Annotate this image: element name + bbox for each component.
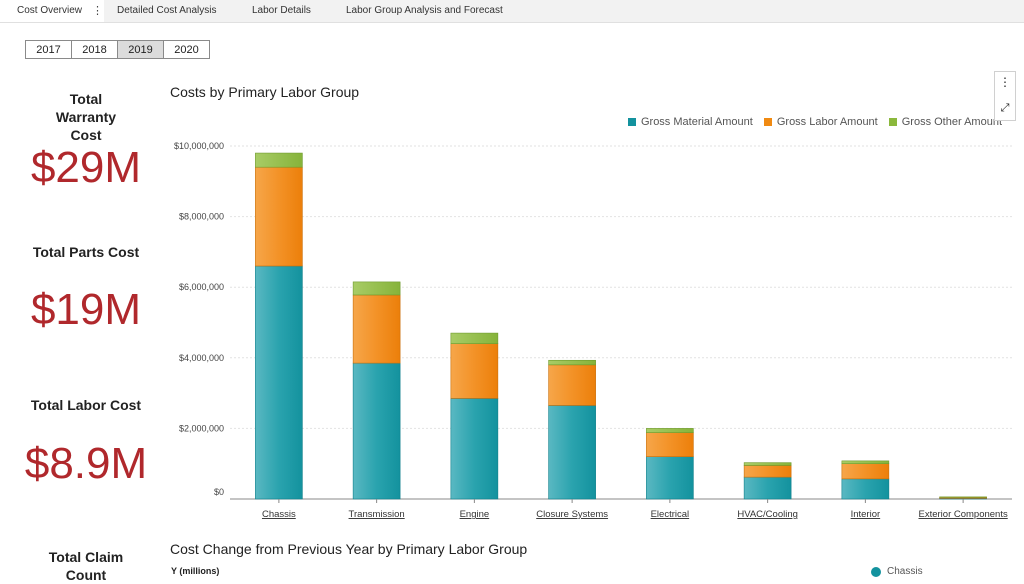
legend-swatch-other (888, 118, 897, 126)
chart-title: Costs by Primary Labor Group (170, 84, 360, 100)
chart-legend: Gross Material Amount Gross Labor Amount… (617, 116, 1002, 128)
x-tick-label[interactable]: Chassis (262, 509, 296, 520)
tab-labor-details[interactable]: Labor Details (252, 0, 311, 22)
kpi-value-warranty: $29M (30, 143, 142, 192)
bar-segment-material[interactable] (352, 362, 401, 500)
kpi-title-claim-count: Total Claim Count (48, 549, 124, 583)
chart2-title: Cost Change from Previous Year by Primar… (170, 541, 528, 557)
legend-swatch-labor (763, 118, 772, 126)
bar-segment-labor[interactable] (352, 294, 401, 364)
kpi-title-parts: Total Parts Cost (32, 244, 140, 260)
bar-segment-other[interactable] (743, 462, 792, 466)
y-tick-label: $4,000,000 (179, 353, 224, 363)
bar-segment-labor[interactable] (450, 343, 499, 399)
chart2-legend-dot (871, 566, 881, 577)
chart2-y-axis-label: Y (millions) (171, 566, 220, 576)
x-tick-label[interactable]: Closure Systems (536, 509, 608, 520)
year-button-2020[interactable]: 2020 (164, 40, 210, 59)
tab-label: Detailed Cost Analysis (117, 5, 217, 16)
legend-item-material[interactable]: Gross Material Amount (627, 116, 753, 128)
tab-bar: Cost Overview ⋮ Detailed Cost Analysis L… (0, 0, 1024, 23)
bar-segment-material[interactable] (646, 456, 694, 500)
x-tick-label[interactable]: Transmission (349, 509, 405, 520)
bar-segment-labor[interactable] (255, 166, 303, 267)
more-options-icon[interactable]: ⋮ (999, 75, 1011, 89)
tab-cost-overview[interactable]: Cost Overview (0, 0, 104, 22)
bar-segment-labor[interactable] (743, 465, 792, 478)
bar-segment-labor[interactable] (939, 496, 987, 499)
tab-labor-group-analysis[interactable]: Labor Group Analysis and Forecast (346, 0, 503, 22)
kpi-title-warranty: Total Warranty Cost (55, 91, 117, 143)
tab-detailed-cost-analysis[interactable]: Detailed Cost Analysis (117, 0, 217, 22)
x-tick-label[interactable]: Electrical (651, 509, 690, 520)
bar-segment-other[interactable] (841, 460, 890, 465)
y-tick-label: $6,000,000 (179, 282, 224, 292)
year-button-2019[interactable]: 2019 (118, 40, 164, 59)
tab-label: Labor Details (252, 5, 311, 16)
bar-segment-material[interactable] (939, 497, 987, 500)
chart2-legend-label: Chassis (887, 566, 923, 577)
legend-label: Gross Material Amount (640, 116, 753, 128)
expand-icon[interactable]: ⤢ (1000, 102, 1010, 114)
chart-menu-panel: ⋮ ⤢ (994, 71, 1016, 121)
tab-menu-icon[interactable]: ⋮ (92, 5, 103, 17)
legend-item-labor[interactable]: Gross Labor Amount (763, 116, 878, 128)
bar-segment-other[interactable] (450, 332, 499, 344)
year-button-2018[interactable]: 2018 (72, 40, 118, 59)
legend-label: Gross Other Amount (901, 116, 1002, 128)
year-button-2017[interactable]: 2017 (25, 40, 72, 59)
y-tick-label: $0 (214, 487, 224, 497)
bar-segment-material[interactable] (841, 478, 890, 500)
bar-segment-labor[interactable] (841, 463, 890, 480)
kpi-title-labor: Total Labor Cost (30, 397, 142, 413)
y-tick-label: $2,000,000 (179, 423, 224, 433)
x-tick-label[interactable]: HVAC/Cooling (737, 509, 798, 520)
legend-label: Gross Labor Amount (776, 116, 878, 128)
kpi-value-labor: $8.9M (24, 439, 148, 488)
x-tick-label[interactable]: Engine (460, 509, 490, 520)
year-selector: 2017 2018 2019 2020 (25, 40, 210, 59)
y-tick-label: $8,000,000 (179, 212, 224, 222)
bar-segment-material[interactable] (743, 476, 792, 500)
bar-segment-other[interactable] (548, 359, 596, 366)
bar-segment-material[interactable] (450, 398, 499, 500)
tab-label: Labor Group Analysis and Forecast (346, 5, 503, 16)
bar-segment-other[interactable] (255, 152, 303, 168)
bar-segment-other[interactable] (646, 428, 694, 433)
legend-swatch-material (627, 118, 636, 126)
x-tick-label[interactable]: Exterior Components (919, 509, 1008, 520)
bar-segment-other[interactable] (939, 496, 987, 498)
kpi-value-parts: $19M (30, 285, 142, 334)
bar-segment-labor[interactable] (548, 364, 596, 406)
bar-segment-labor[interactable] (646, 432, 694, 457)
x-tick-label[interactable]: Interior (851, 509, 881, 520)
y-tick-label: $10,000,000 (174, 141, 224, 151)
legend-item-other[interactable]: Gross Other Amount (888, 116, 1002, 128)
bar-segment-material[interactable] (255, 265, 303, 500)
chart2-legend-item[interactable]: Chassis (871, 566, 923, 577)
tab-label: Cost Overview (17, 5, 83, 16)
bar-segment-other[interactable] (352, 281, 401, 296)
bar-segment-material[interactable] (548, 405, 596, 500)
